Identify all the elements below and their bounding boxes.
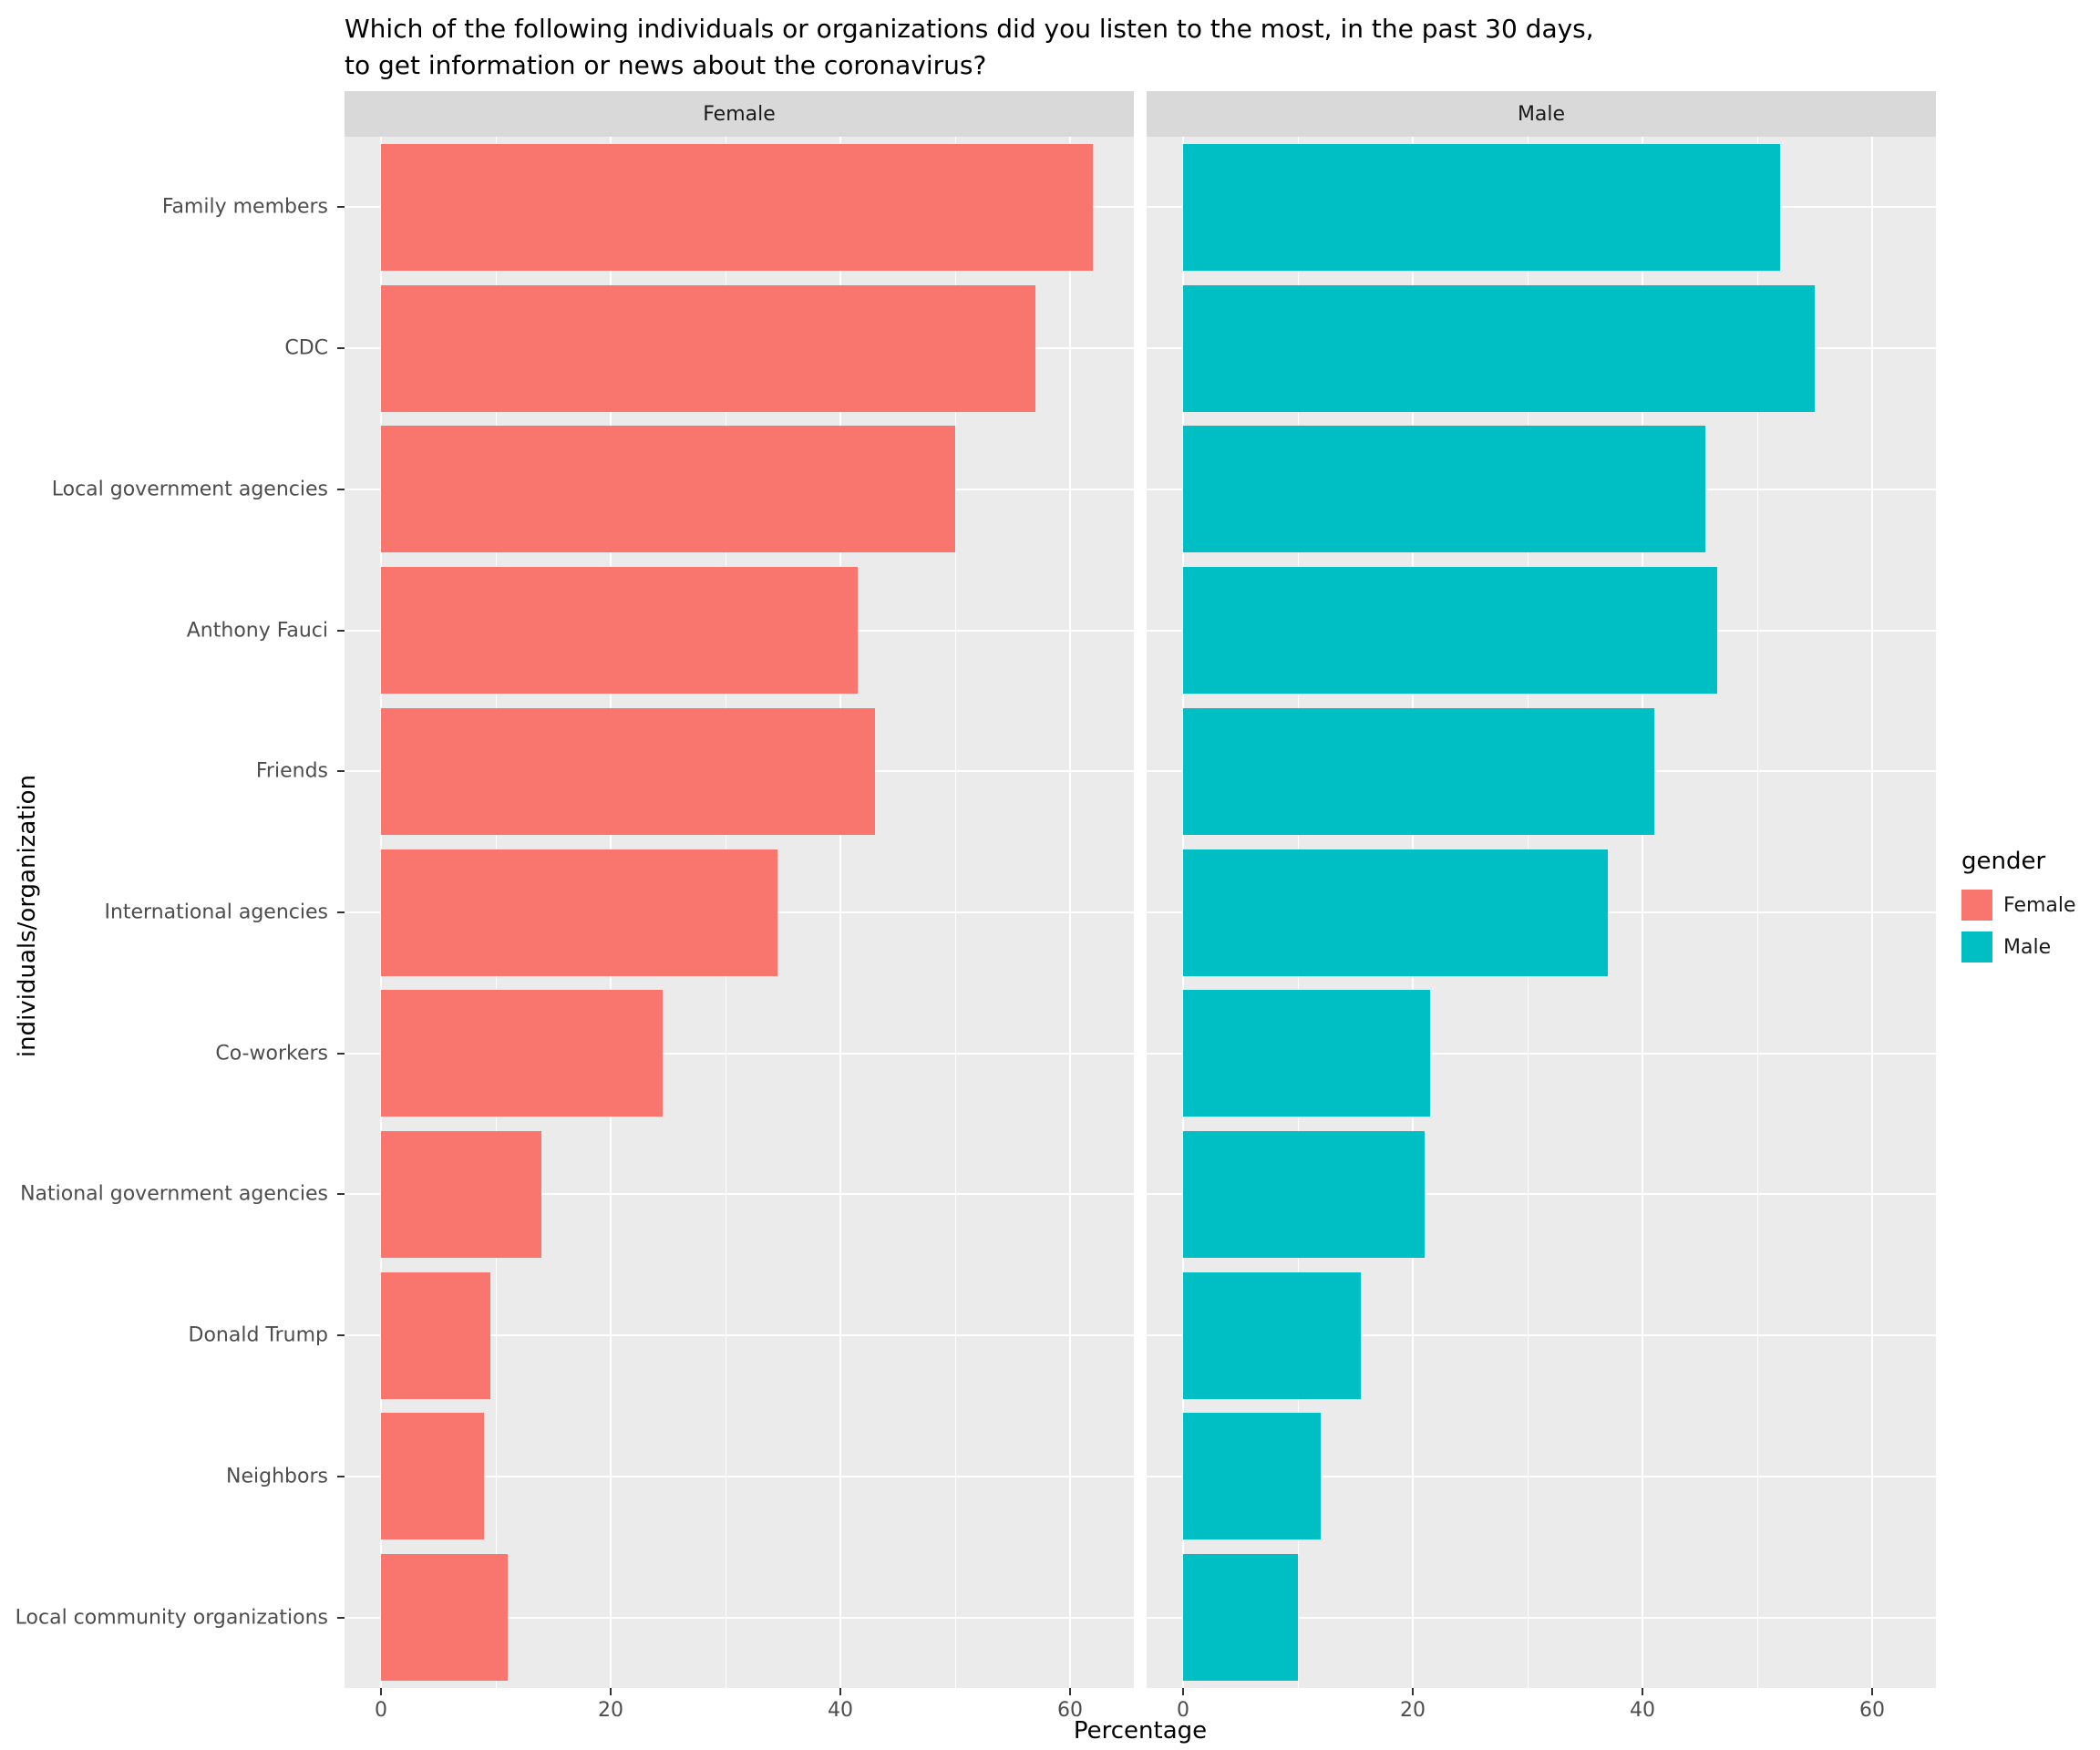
- gridline-category: [1147, 1617, 1936, 1619]
- bar-male: [1183, 1554, 1298, 1681]
- legend-entry-male: Male: [1961, 932, 2098, 962]
- legend-label: Male: [2003, 935, 2052, 959]
- x-tick-mark: [1412, 1688, 1414, 1695]
- bar-male: [1183, 1131, 1425, 1258]
- y-tick-mark: [337, 1476, 345, 1477]
- y-category-label: Neighbors: [226, 1465, 328, 1488]
- y-tick-mark: [337, 489, 345, 490]
- bar-female: [381, 285, 1035, 412]
- legend-label: Female: [2003, 893, 2076, 917]
- bar-male: [1183, 426, 1705, 552]
- x-tick-label: 60: [1859, 1699, 1885, 1722]
- legend: gender Female Male: [1961, 848, 2098, 973]
- y-tick-mark: [337, 1334, 345, 1336]
- bar-female: [381, 567, 858, 694]
- bar-male: [1183, 144, 1780, 271]
- y-tick-mark: [337, 1053, 345, 1055]
- bar-female: [381, 426, 955, 552]
- y-category-label: CDC: [284, 336, 328, 360]
- bar-male: [1183, 285, 1815, 412]
- facet-strip-female: Female: [345, 91, 1134, 137]
- y-category-label: Friends: [255, 759, 328, 783]
- bar-male: [1183, 990, 1430, 1117]
- gridline-category: [1147, 1476, 1936, 1477]
- bar-male: [1183, 567, 1717, 694]
- bar-female: [381, 1131, 541, 1258]
- x-tick-label: 0: [375, 1699, 387, 1722]
- y-category-label: National government agencies: [20, 1182, 328, 1206]
- legend-entry-female: Female: [1961, 890, 2098, 921]
- bar-female: [381, 1272, 490, 1399]
- x-tick-mark: [1069, 1688, 1071, 1695]
- y-category-label: Anthony Fauci: [186, 619, 328, 643]
- facet-panel-female: [345, 137, 1134, 1688]
- bar-female: [381, 849, 777, 976]
- y-category-label: Local community organizations: [15, 1606, 328, 1630]
- y-category-label: Local government agencies: [51, 478, 328, 501]
- gridline-category: [1147, 1053, 1936, 1055]
- bar-female: [381, 990, 663, 1117]
- x-tick-mark: [380, 1688, 382, 1695]
- bar-male: [1183, 849, 1608, 976]
- y-tick-mark: [337, 347, 345, 349]
- bar-male: [1183, 1413, 1321, 1539]
- x-tick-label: 40: [1630, 1699, 1655, 1722]
- bar-female: [381, 144, 1093, 271]
- x-tick-mark: [610, 1688, 612, 1695]
- bar-male: [1183, 708, 1654, 835]
- bar-female: [381, 1554, 508, 1681]
- x-tick-label: 60: [1057, 1699, 1083, 1722]
- x-tick-label: 0: [1177, 1699, 1189, 1722]
- gridline-category: [345, 1476, 1134, 1477]
- facet-panel-male: [1147, 137, 1936, 1688]
- gridline-category: [345, 1053, 1134, 1055]
- gridline-category: [1147, 1193, 1936, 1195]
- y-tick-mark: [337, 911, 345, 913]
- x-tick-mark: [1182, 1688, 1184, 1695]
- x-tick-mark: [1871, 1688, 1873, 1695]
- y-tick-mark: [337, 1617, 345, 1619]
- x-tick-label: 20: [598, 1699, 623, 1722]
- x-tick-label: 20: [1400, 1699, 1426, 1722]
- bar-female: [381, 708, 875, 835]
- bar-male: [1183, 1272, 1361, 1399]
- x-tick-mark: [839, 1688, 841, 1695]
- x-tick-mark: [1642, 1688, 1643, 1695]
- y-category-label: Family members: [161, 195, 328, 219]
- y-category-label: Co-workers: [215, 1042, 328, 1065]
- chart-title: Which of the following individuals or or…: [345, 14, 1594, 80]
- y-tick-mark: [337, 1193, 345, 1195]
- x-tick-label: 40: [828, 1699, 853, 1722]
- gridline-category: [1147, 1334, 1936, 1336]
- facet-strip-male: Male: [1147, 91, 1936, 137]
- legend-swatch-female: [1961, 890, 1992, 921]
- y-category-label: Donald Trump: [188, 1323, 328, 1347]
- y-tick-mark: [337, 630, 345, 632]
- gridline-category: [345, 1334, 1134, 1336]
- y-tick-mark: [337, 770, 345, 772]
- y-category-label: International agencies: [104, 901, 328, 924]
- y-tick-mark: [337, 206, 345, 208]
- legend-entries: Female Male: [1961, 890, 2098, 962]
- gridline-category: [345, 1617, 1134, 1619]
- gridline-category: [345, 1193, 1134, 1195]
- legend-title: gender: [1961, 848, 2046, 875]
- bar-female: [381, 1413, 484, 1539]
- x-axis-title: Percentage: [1073, 1717, 1208, 1745]
- legend-swatch-male: [1961, 932, 1992, 962]
